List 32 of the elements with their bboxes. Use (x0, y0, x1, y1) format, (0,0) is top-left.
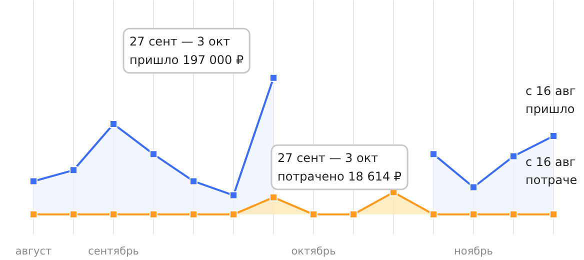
point (150, 150, 158, 158)
point (230, 191, 238, 200)
point (190, 210, 198, 218)
point (510, 210, 518, 218)
point (150, 210, 158, 218)
annotation: с 16 авг пришло (526, 84, 576, 116)
point (310, 210, 318, 218)
x-tick-label: октябрь (291, 246, 336, 258)
x-tick-label: август (15, 246, 52, 258)
point (70, 166, 78, 174)
annotation: 27 сент — 3 окт потрачено 18 614 ₽ (278, 151, 402, 184)
point (470, 210, 478, 218)
x-tick-label: сентябрь (88, 246, 139, 258)
point (350, 210, 358, 218)
point (190, 177, 198, 186)
point (430, 150, 438, 158)
text: 27 сент — 3 окт пришло 197 000 ₽ (130, 34, 244, 67)
annotation: с 16 авг потраче (526, 154, 578, 188)
x-tick-label: ноябрь (454, 246, 493, 258)
point (430, 210, 438, 218)
point (270, 74, 278, 82)
point (550, 210, 558, 218)
point (30, 177, 38, 186)
point (510, 152, 518, 160)
point (550, 132, 558, 140)
point (470, 183, 478, 192)
point (270, 193, 278, 202)
point (110, 120, 118, 128)
point (30, 210, 38, 218)
point (70, 210, 78, 218)
point (230, 210, 238, 218)
point (110, 210, 118, 218)
